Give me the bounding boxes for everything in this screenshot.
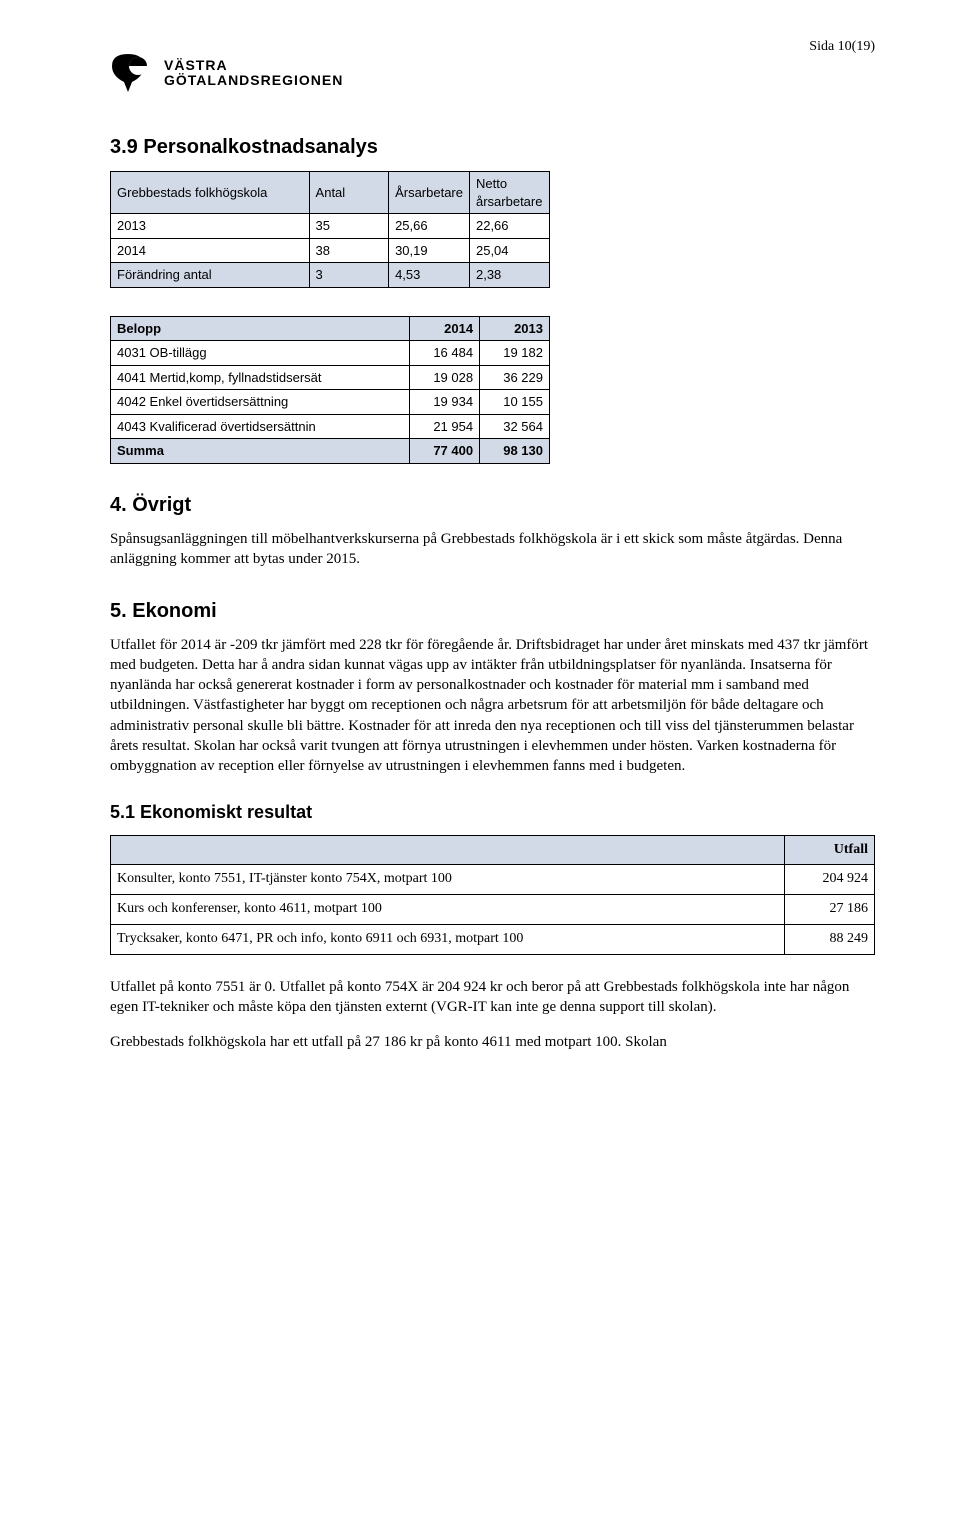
t1-r2c3: 2,38 <box>469 263 549 288</box>
section-5-title: 5. Ekonomi <box>110 598 875 625</box>
t2-h0: Belopp <box>111 316 410 341</box>
page: Sida 10(19) VÄSTRA GÖTALANDSREGIONEN 3.9… <box>0 0 960 1520</box>
t1-r0c1: 35 <box>309 214 389 239</box>
section-39-title: 3.9 Personalkostnadsanalys <box>110 134 875 161</box>
t1-r1c1: 38 <box>309 238 389 263</box>
t1-r2c1: 3 <box>309 263 389 288</box>
t2-sum1: 77 400 <box>410 439 480 464</box>
t1-r1c0: 2014 <box>111 238 310 263</box>
t2-r2c1: 19 934 <box>410 390 480 415</box>
t3-r0c0: Konsulter, konto 7551, IT-tjänster konto… <box>111 865 785 895</box>
t1-h1: Antal <box>309 172 389 214</box>
t1-h0: Grebbestads folkhögskola <box>111 172 310 214</box>
t3-r1c0: Kurs och konferenser, konto 4611, motpar… <box>111 895 785 925</box>
t3-h1: Utfall <box>785 835 875 865</box>
section-4-title: 4. Övrigt <box>110 492 875 519</box>
t3-h0 <box>111 835 785 865</box>
t1-h3: Netto årsarbetare <box>469 172 549 214</box>
t2-r0c2: 19 182 <box>480 341 550 366</box>
logo-line1: VÄSTRA <box>164 58 343 73</box>
t2-sum2: 98 130 <box>480 439 550 464</box>
section-51-title: 5.1 Ekonomiskt resultat <box>110 800 875 824</box>
t1-r0c2: 25,66 <box>389 214 470 239</box>
staffing-table: Grebbestads folkhögskola Antal Årsarbeta… <box>110 171 550 288</box>
t2-r0c0: 4031 OB-tillägg <box>111 341 410 366</box>
region-logo-icon <box>110 52 156 94</box>
t2-r1c1: 19 028 <box>410 365 480 390</box>
t2-r3c1: 21 954 <box>410 414 480 439</box>
t2-r3c0: 4043 Kvalificerad övertidsersättnin <box>111 414 410 439</box>
t2-sum0: Summa <box>111 439 410 464</box>
t1-r1c3: 25,04 <box>469 238 549 263</box>
t1-r2c0: Förändring antal <box>111 263 310 288</box>
cost-table: Belopp 2014 2013 4031 OB-tillägg 16 484 … <box>110 316 550 464</box>
logo-line2: GÖTALANDSREGIONEN <box>164 73 343 88</box>
t2-h1: 2014 <box>410 316 480 341</box>
t2-r2c0: 4042 Enkel övertidsersättning <box>111 390 410 415</box>
t1-r0c0: 2013 <box>111 214 310 239</box>
section-51-p2: Grebbestads folkhögskola har ett utfall … <box>110 1032 875 1052</box>
t2-r3c2: 32 564 <box>480 414 550 439</box>
t2-h2: 2013 <box>480 316 550 341</box>
t3-r2c0: Trycksaker, konto 6471, PR och info, kon… <box>111 925 785 955</box>
section-51-p1: Utfallet på konto 7551 är 0. Utfallet på… <box>110 977 875 1018</box>
t3-r0c1: 204 924 <box>785 865 875 895</box>
logo-text: VÄSTRA GÖTALANDSREGIONEN <box>164 58 343 89</box>
t1-r2c2: 4,53 <box>389 263 470 288</box>
section-4-body: Spånsugsanläggningen till möbelhantverks… <box>110 529 875 570</box>
t1-h2: Årsarbetare <box>389 172 470 214</box>
t2-r1c0: 4041 Mertid,komp, fyllnadstidsersät <box>111 365 410 390</box>
result-table: Utfall Konsulter, konto 7551, IT-tjänste… <box>110 835 875 956</box>
t2-r0c1: 16 484 <box>410 341 480 366</box>
t1-r0c3: 22,66 <box>469 214 549 239</box>
section-5-body: Utfallet för 2014 är -209 tkr jämfört me… <box>110 635 875 777</box>
t1-r1c2: 30,19 <box>389 238 470 263</box>
page-number: Sida 10(19) <box>809 38 875 57</box>
t3-r1c1: 27 186 <box>785 895 875 925</box>
t2-r2c2: 10 155 <box>480 390 550 415</box>
t3-r2c1: 88 249 <box>785 925 875 955</box>
t2-r1c2: 36 229 <box>480 365 550 390</box>
logo: VÄSTRA GÖTALANDSREGIONEN <box>110 52 875 94</box>
